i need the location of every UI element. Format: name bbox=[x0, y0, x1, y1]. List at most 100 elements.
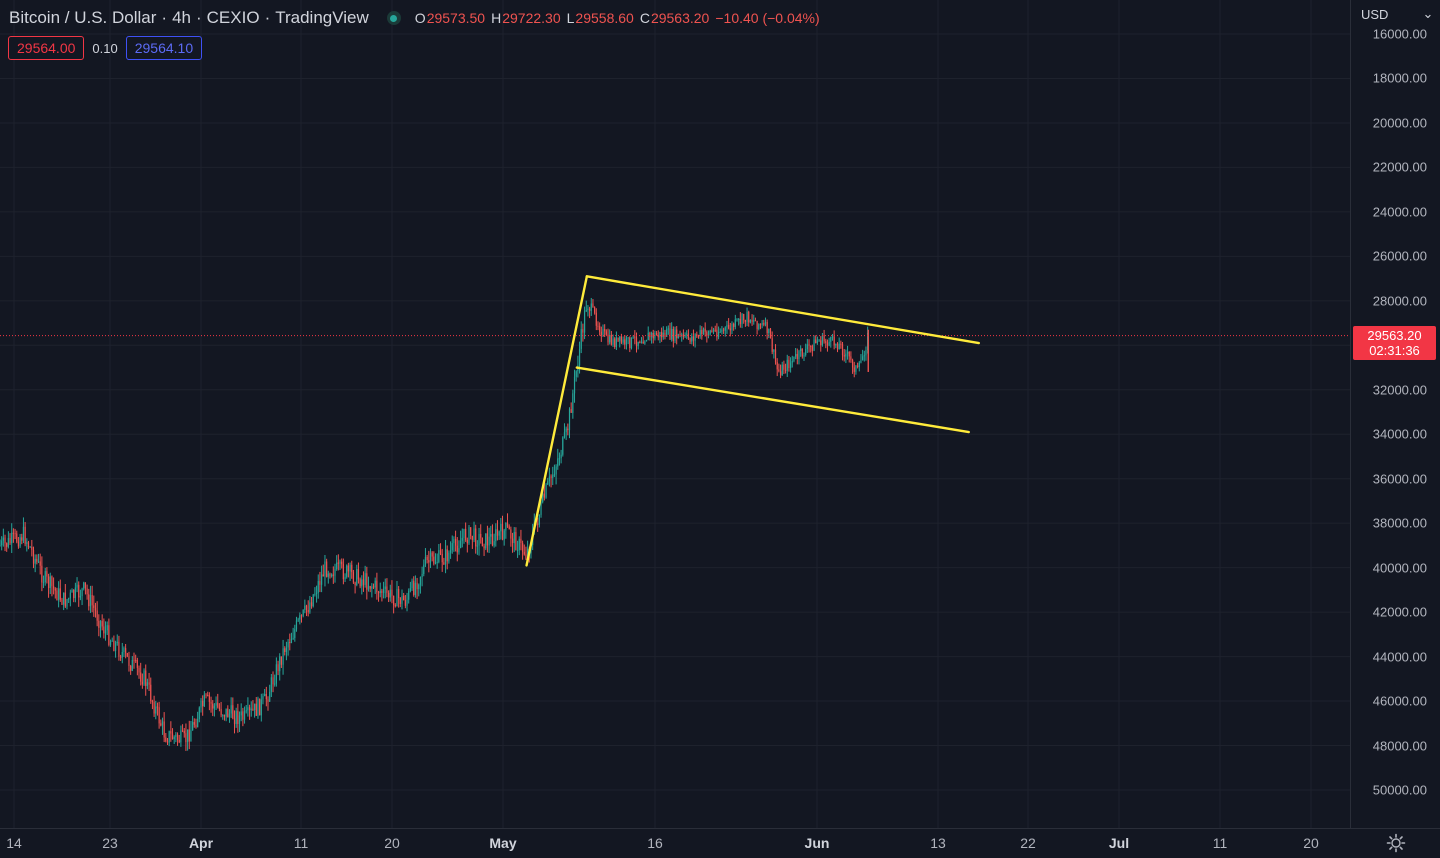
candle-body bbox=[746, 311, 748, 322]
candle-body bbox=[800, 348, 802, 352]
candle-body bbox=[686, 333, 688, 335]
candle-body bbox=[274, 683, 276, 685]
price-axis[interactable]: USD ⌄ 16000.00 18000.00 20000.00 22000.00 24… bbox=[1350, 0, 1440, 828]
candle-body bbox=[230, 705, 232, 714]
candle-body bbox=[448, 552, 450, 562]
candle-body bbox=[739, 318, 741, 324]
candle-body bbox=[453, 538, 455, 544]
candle-body bbox=[377, 592, 380, 594]
candle-body bbox=[826, 342, 829, 346]
chart-area[interactable] bbox=[0, 0, 1350, 828]
candle-body bbox=[217, 702, 219, 708]
candle-body bbox=[277, 664, 279, 672]
candle-body bbox=[388, 592, 390, 598]
trendline[interactable] bbox=[585, 275, 980, 345]
candle-body bbox=[733, 323, 735, 327]
candle-body bbox=[123, 648, 125, 653]
candle-body bbox=[331, 574, 333, 577]
candle-body bbox=[627, 337, 629, 339]
candle-body bbox=[309, 602, 311, 613]
candle-body bbox=[31, 546, 33, 550]
candle-body bbox=[76, 584, 78, 588]
time-tick-label: 20 bbox=[1303, 835, 1319, 851]
currency-selector[interactable]: USD ⌄ bbox=[1361, 6, 1433, 22]
candle-body bbox=[759, 324, 762, 326]
candle-body bbox=[805, 349, 807, 355]
candle-body bbox=[88, 594, 90, 607]
interval[interactable]: 4h bbox=[172, 8, 191, 27]
price-tick-label: 50000.00 bbox=[1372, 782, 1427, 798]
candle-body bbox=[475, 528, 477, 547]
candle-body bbox=[314, 593, 316, 595]
candle-body bbox=[321, 574, 323, 585]
candle-body bbox=[128, 656, 130, 666]
candle-body bbox=[480, 533, 482, 538]
candle-body bbox=[305, 605, 308, 610]
candle-body bbox=[629, 337, 631, 349]
candle-body bbox=[252, 708, 254, 711]
candle-body bbox=[548, 476, 550, 482]
candle-body bbox=[463, 528, 465, 538]
candle-body bbox=[32, 549, 35, 564]
high-label: H bbox=[491, 10, 502, 26]
candle-body bbox=[769, 328, 772, 339]
spread-value: 0.10 bbox=[92, 40, 118, 56]
candle-body bbox=[207, 695, 209, 697]
candle-body bbox=[240, 711, 242, 716]
sell-button[interactable]: 29564.00 bbox=[8, 36, 85, 60]
symbol-name[interactable]: Bitcoin / U.S. Dollar bbox=[9, 8, 157, 27]
candle-body bbox=[620, 336, 623, 343]
candle-body bbox=[141, 681, 143, 685]
candle-body bbox=[371, 586, 373, 589]
candle-body bbox=[468, 527, 470, 544]
buy-button[interactable]: 29564.10 bbox=[125, 36, 203, 60]
candle-body bbox=[315, 592, 318, 594]
candle-body bbox=[284, 648, 286, 652]
candle-body bbox=[706, 331, 708, 336]
candle-body bbox=[734, 319, 736, 327]
candle-body bbox=[503, 530, 505, 540]
candle-body bbox=[738, 318, 740, 320]
candle-body bbox=[784, 369, 787, 371]
candle-body bbox=[180, 730, 182, 743]
candle-body bbox=[667, 328, 669, 330]
candle-body bbox=[664, 332, 666, 337]
candle-body bbox=[114, 642, 117, 651]
price-tick-label: 40000.00 bbox=[1372, 560, 1427, 576]
candle-body bbox=[723, 329, 725, 331]
exchange: CEXIO bbox=[206, 8, 260, 27]
candle-body bbox=[6, 543, 8, 547]
candle-body bbox=[150, 684, 152, 702]
trendline[interactable] bbox=[575, 366, 970, 434]
candle-body bbox=[838, 343, 840, 350]
candle-body bbox=[367, 586, 370, 590]
candle-body bbox=[413, 580, 415, 595]
candle-body bbox=[59, 588, 61, 600]
gear-icon[interactable] bbox=[1386, 833, 1406, 853]
candle-body bbox=[202, 700, 204, 707]
candle-body bbox=[637, 341, 639, 347]
candle-body bbox=[607, 334, 609, 343]
candle-body bbox=[197, 718, 199, 728]
candle-body bbox=[428, 560, 430, 563]
candle-body bbox=[692, 336, 695, 341]
market-open-dot-icon bbox=[386, 11, 401, 25]
price-tick-label: 48000.00 bbox=[1372, 738, 1427, 754]
candle-body bbox=[227, 708, 229, 718]
candle-body bbox=[187, 729, 189, 743]
candle-body bbox=[818, 340, 820, 342]
candle-body bbox=[744, 320, 746, 322]
candlestick-chart[interactable] bbox=[0, 0, 1350, 828]
candle-body bbox=[384, 586, 386, 589]
candle-body bbox=[583, 311, 586, 333]
candle-body bbox=[393, 595, 395, 605]
trendline[interactable] bbox=[525, 275, 589, 567]
candle-body bbox=[518, 538, 520, 550]
bar-countdown: 02:31:36 bbox=[1369, 342, 1420, 358]
candle-body bbox=[42, 582, 45, 584]
candle-body bbox=[490, 534, 492, 537]
time-axis[interactable]: 14 23 Apr 11 20 May 16 Jun 13 22 Jul 11 20 bbox=[0, 828, 1440, 858]
candle-body bbox=[208, 695, 210, 702]
candle-body bbox=[391, 589, 393, 596]
candle-body bbox=[594, 307, 596, 313]
